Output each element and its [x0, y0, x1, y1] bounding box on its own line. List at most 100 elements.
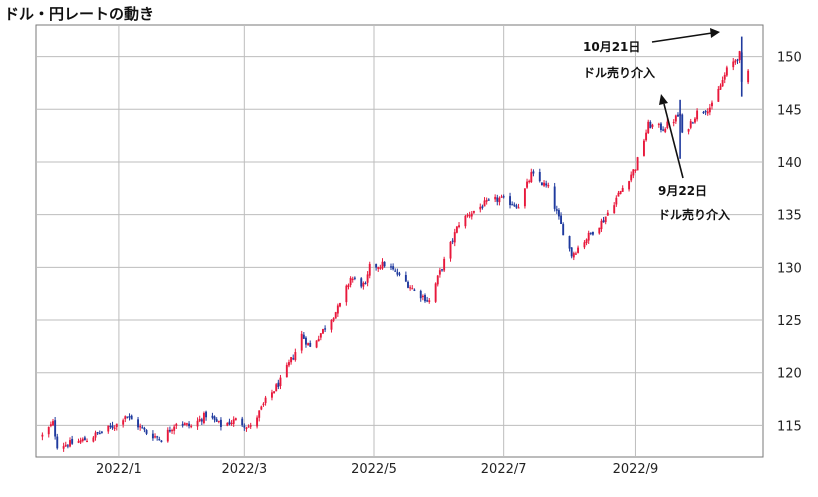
candle-body [362, 282, 365, 287]
candle-body [366, 274, 369, 283]
candle-body [202, 413, 205, 424]
candle-body [585, 239, 588, 244]
candle-body [645, 132, 648, 141]
candle-body [307, 343, 310, 346]
candle-body [158, 439, 161, 441]
candle-body [130, 415, 133, 420]
candle-body [302, 334, 305, 339]
candle-body [560, 215, 563, 224]
candle-body [613, 205, 616, 214]
candle-body [368, 263, 371, 276]
candle-body [666, 121, 669, 129]
candle-body [292, 358, 295, 360]
candle-body [234, 418, 237, 421]
candle-body [94, 432, 97, 438]
candle-body [145, 430, 148, 434]
candle-body [672, 121, 675, 124]
candle-body [708, 107, 711, 113]
annotation-oct21-label: ドル売り介入 [583, 65, 655, 80]
candle-body [188, 423, 191, 427]
candle-body [413, 289, 416, 291]
annotation-sep22-date: 9月22日 [658, 184, 707, 198]
candle-body [589, 232, 592, 234]
candle-body [547, 185, 550, 187]
x-tick-label: 2022/7 [481, 462, 527, 477]
candle-body [394, 270, 397, 272]
candle-body [86, 440, 88, 443]
candle-body [324, 328, 327, 330]
candle-body [243, 425, 246, 428]
candle-body [496, 197, 499, 202]
candle-body [264, 397, 267, 404]
candle-body [453, 232, 456, 243]
candle-body [353, 277, 356, 279]
candle-body [160, 440, 163, 443]
candle-body [398, 273, 401, 275]
candle-body [587, 232, 590, 241]
candle-body [470, 213, 473, 217]
candle-body [317, 338, 320, 342]
candle-body [419, 290, 422, 299]
candle-body [628, 181, 631, 190]
candle-body [143, 427, 146, 430]
candle-body [725, 67, 728, 76]
candle-body [481, 206, 484, 208]
candle-body [205, 411, 208, 418]
candle-body [228, 421, 231, 425]
candle-body [330, 320, 333, 330]
candle-body [591, 231, 594, 235]
candle-body [528, 180, 531, 183]
candle-body [47, 427, 50, 435]
candle-body [568, 236, 571, 249]
candle-body [181, 423, 184, 426]
candle-body [345, 285, 348, 303]
candle-body [657, 123, 660, 126]
candle-body [643, 140, 645, 156]
candle-body [441, 269, 443, 271]
candle-body [198, 418, 201, 422]
candle-body [704, 110, 707, 113]
candle-body [122, 420, 125, 425]
candle-body [438, 270, 441, 275]
candle-body [602, 220, 605, 223]
candle-body [173, 426, 176, 431]
annotation-sep22-label: ドル売り介入 [658, 207, 730, 222]
candle-body [538, 172, 541, 182]
candle-body [532, 171, 535, 174]
candle-body [151, 433, 154, 439]
candle-body [347, 284, 350, 288]
candle-body [472, 210, 475, 213]
candle-body [511, 204, 514, 206]
candle-body [260, 406, 263, 410]
y-tick-label: 120 [777, 367, 802, 382]
candle-body [540, 182, 543, 186]
candle-body [604, 216, 607, 223]
candle-body [249, 425, 252, 427]
candle-body [211, 415, 214, 418]
candle-body [185, 423, 188, 425]
candle-body [175, 424, 178, 426]
candle-body [485, 199, 488, 202]
candle-body [458, 225, 460, 228]
candle-body [621, 187, 624, 192]
candle-body [200, 419, 203, 422]
candle-body [64, 444, 67, 447]
candle-body [322, 328, 324, 334]
grid [36, 25, 763, 457]
candle-body [83, 437, 86, 441]
candle-body [411, 288, 414, 290]
candle-body [166, 429, 169, 442]
candle-body [392, 266, 395, 270]
arrowhead-icon [659, 94, 668, 105]
candle-body [636, 157, 639, 171]
candle-body [691, 122, 694, 124]
candle-body [660, 123, 662, 130]
candle-body [245, 427, 248, 430]
candle-body [449, 241, 452, 259]
candle-body [555, 209, 558, 211]
candle-body [364, 282, 367, 285]
chart-title: ドル・円レートの動き [4, 5, 155, 23]
candle-body [66, 445, 69, 447]
candle-body [553, 186, 556, 209]
candle-body [574, 253, 577, 255]
